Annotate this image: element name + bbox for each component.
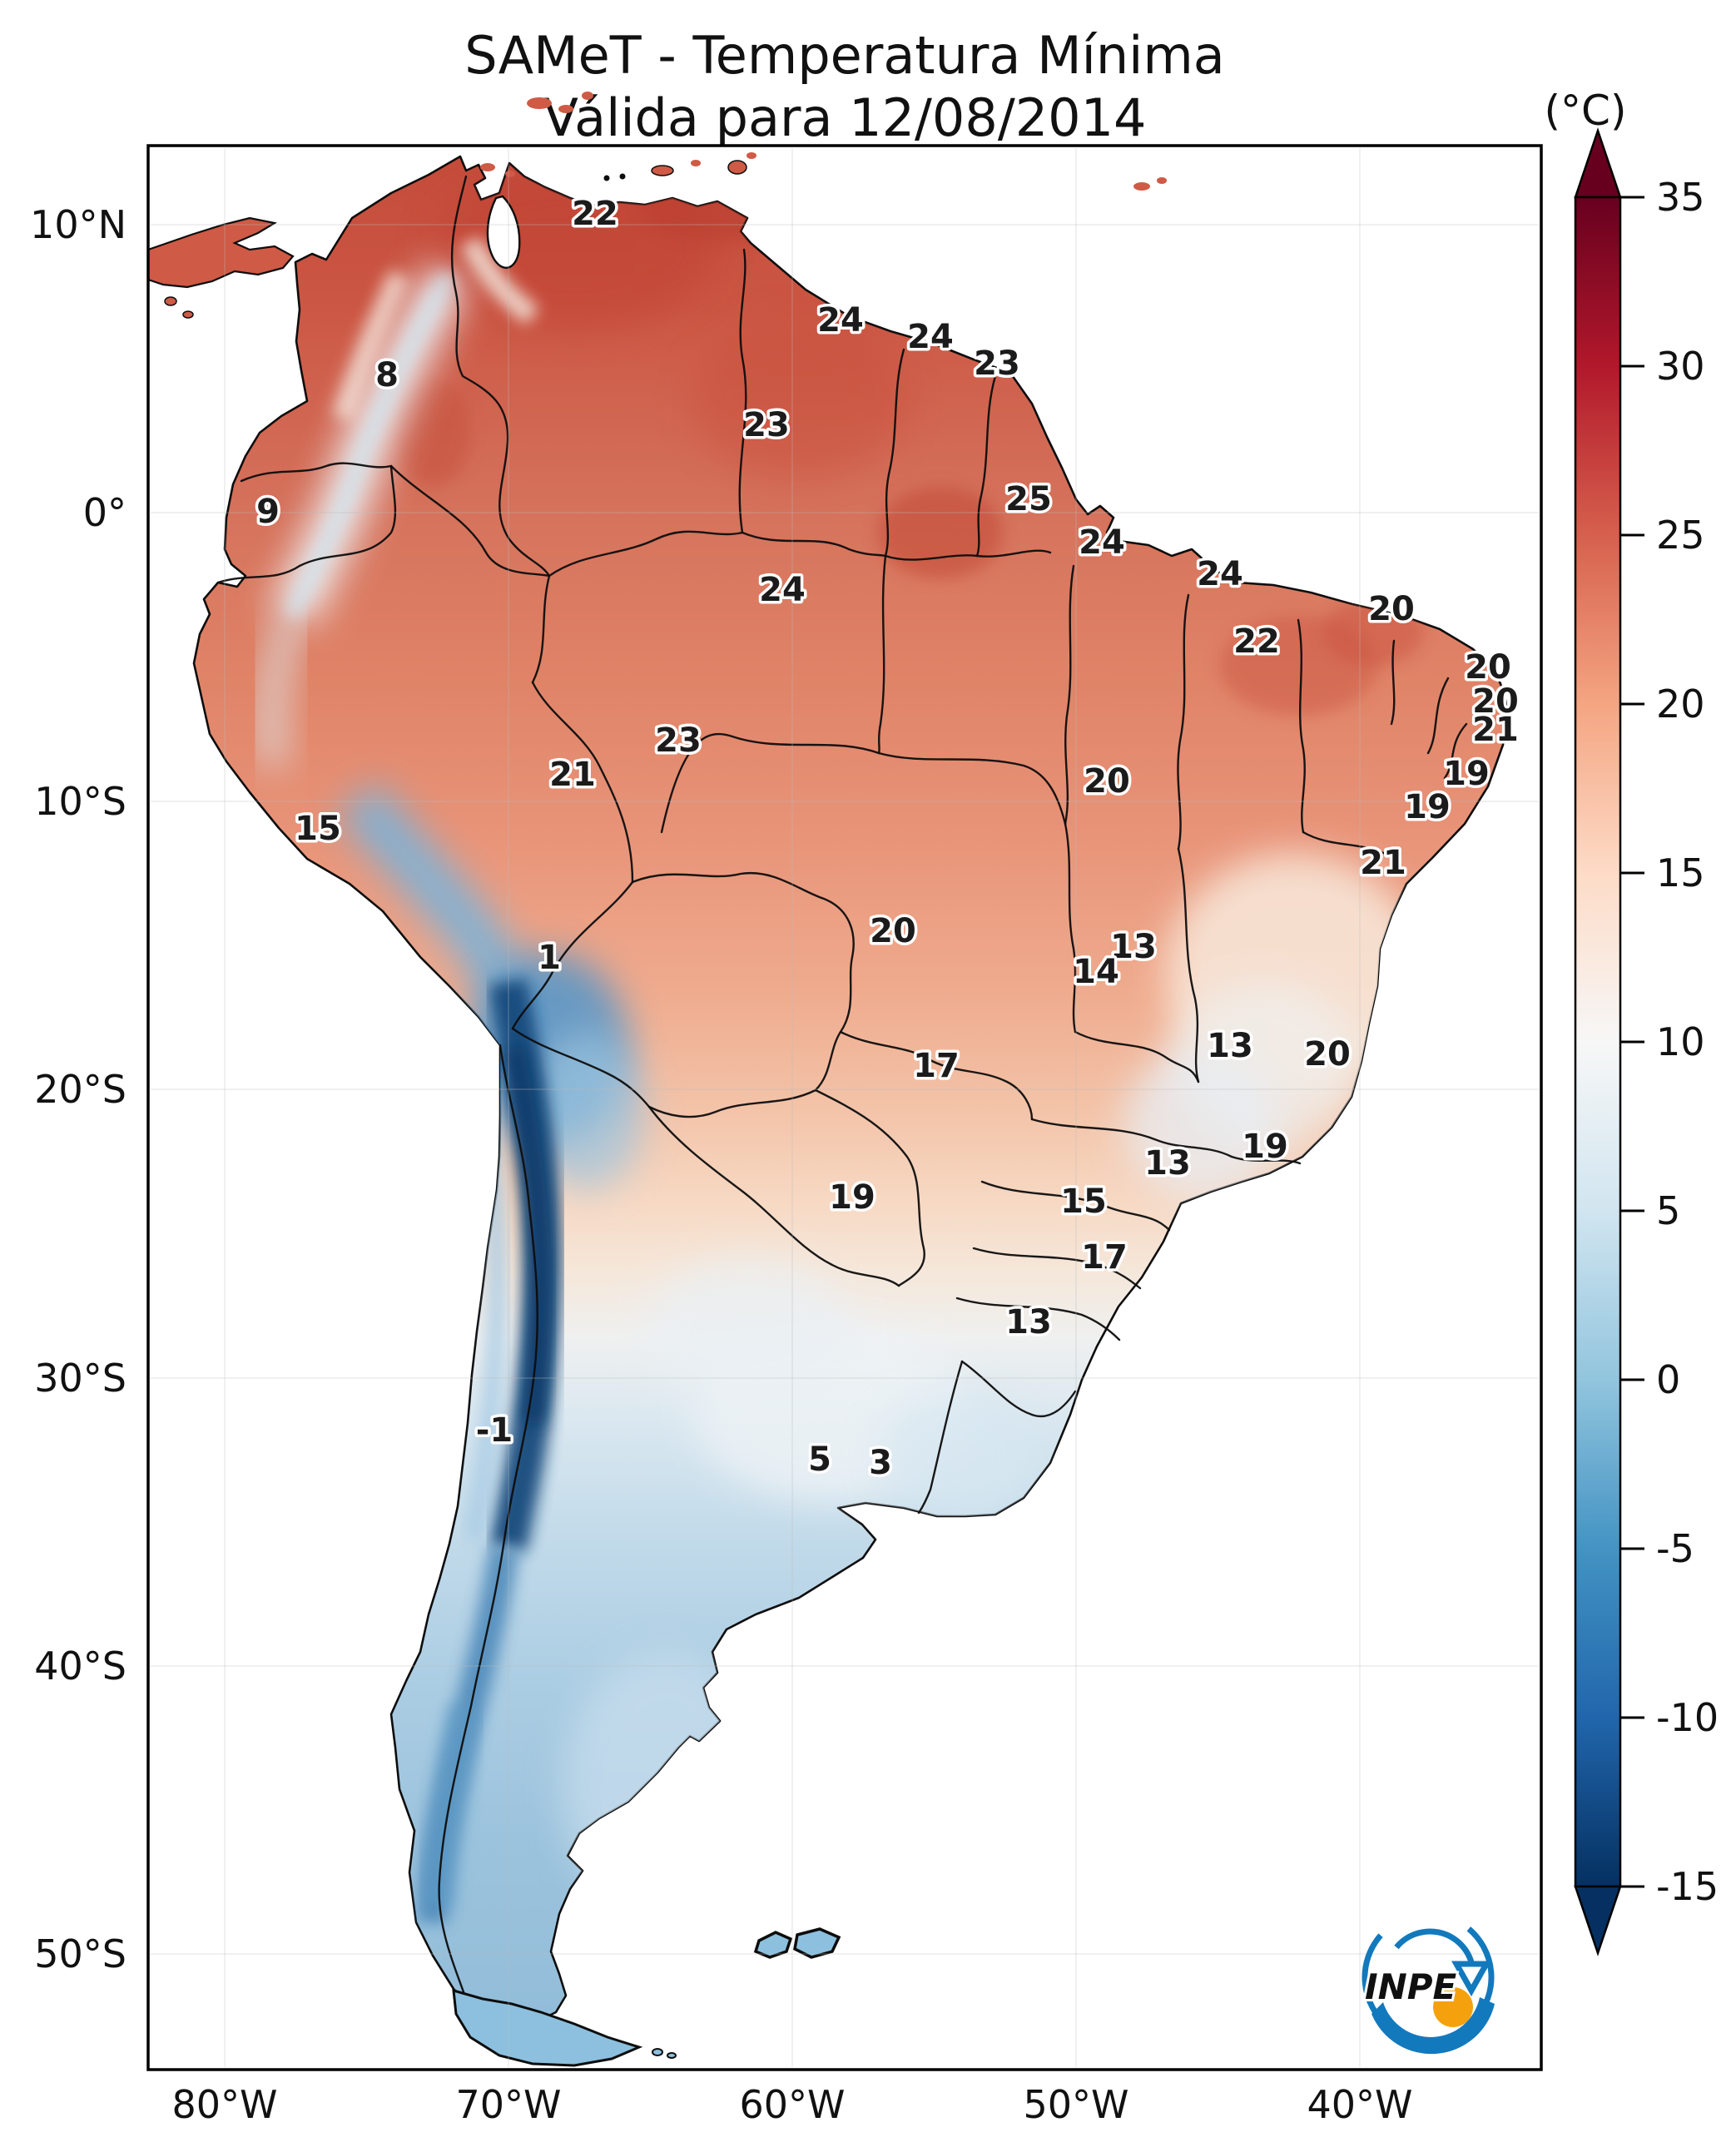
title-line2: Válida para 12/08/2014	[543, 87, 1147, 148]
lon-tick-label: 40°W	[1307, 2082, 1412, 2127]
temp-value-label: 13	[1005, 1303, 1052, 1341]
inpe-logo: INPE	[1362, 1911, 1495, 2055]
lon-tick-label: 60°W	[739, 2082, 845, 2127]
temp-value-label: 20	[870, 912, 916, 950]
colorbar-tick-label: -15	[1656, 1864, 1719, 1909]
temp-value-label: 8	[375, 356, 399, 394]
falkland-west	[753, 1931, 793, 1959]
lat-tick-label: 20°S	[34, 1067, 126, 1112]
lat-tick-label: 10°N	[30, 202, 126, 247]
colorbar-extend-min	[1574, 1885, 1622, 1956]
temp-value-label: 22	[1233, 622, 1280, 661]
islands	[146, 92, 1167, 2067]
colorbar-tick-label: 10	[1656, 1019, 1705, 1064]
temp-value-label: 23	[655, 721, 702, 760]
logo-orange-dot	[1433, 1987, 1473, 2027]
temp-value-label: 21	[549, 756, 596, 794]
temp-value-label: 20	[1304, 1035, 1351, 1074]
temp-value-label: 23	[743, 406, 790, 444]
temp-value-label: 24	[1079, 523, 1125, 562]
country-state-borders	[216, 175, 1468, 2020]
colorbar-tick-label: 35	[1656, 175, 1705, 220]
temp-value-label: 19	[1404, 788, 1451, 826]
temperature-field-overlays	[259, 166, 1423, 1926]
logo-arrowhead	[1451, 1961, 1491, 1997]
temp-value-label: 20	[1472, 682, 1519, 721]
colorbar-tick-label: 30	[1656, 344, 1705, 389]
temp-value-label: 17	[913, 1047, 960, 1085]
falkland-east	[793, 1927, 841, 1959]
colorbar-tick-label: 20	[1656, 682, 1705, 726]
temp-value-label: 15	[295, 810, 341, 848]
temp-value-label: 9	[256, 493, 280, 531]
graticule	[151, 148, 1539, 2067]
temp-value-label: 20	[1084, 762, 1130, 801]
lat-tick-label: 40°S	[34, 1644, 126, 1688]
temp-value-label: 22	[572, 195, 618, 233]
temp-value-label: 19	[1443, 755, 1490, 793]
colorbar-unit: (°C)	[1545, 87, 1627, 135]
colorbar-bar	[1574, 196, 1622, 1888]
latitude-axis: 10°N 0° 10°S 20°S 30°S 40°S 50°S	[30, 202, 126, 1976]
temp-value-label: 5	[808, 1440, 831, 1479]
temp-value-label: 3	[869, 1444, 892, 1482]
temp-value-label: 24	[817, 301, 864, 340]
lon-tick-label: 80°W	[171, 2082, 277, 2127]
colorbar-tick-label: 5	[1656, 1188, 1680, 1233]
lat-tick-label: 0°	[83, 490, 126, 535]
colorbar-ticks: 35 30 25 20 15 10 5 0 -5 -10 -15	[1620, 175, 1719, 1909]
lat-tick-label: 50°S	[34, 1931, 126, 1976]
colorbar-tick-label: 15	[1656, 850, 1705, 895]
temp-value-label: 24	[1197, 555, 1243, 593]
temp-value-label: 20	[1368, 590, 1415, 628]
lon-tick-label: 70°W	[455, 2082, 561, 2127]
temp-value-label: 21	[1472, 711, 1519, 749]
temp-value-label: 17	[1081, 1238, 1128, 1277]
lake-maracaibo	[486, 195, 521, 269]
temp-value-label: 13	[1207, 1027, 1253, 1065]
lat-tick-label: 10°S	[34, 779, 126, 824]
temp-value-label: 13	[1110, 928, 1157, 966]
temp-value-label: 1	[538, 939, 561, 977]
colorbar-tick-label: 25	[1656, 513, 1705, 558]
temp-value-label: 23	[974, 345, 1020, 383]
logo-text: INPE	[1365, 1966, 1457, 2007]
temp-value-label: 13	[1144, 1144, 1191, 1183]
temp-value-label: 19	[829, 1178, 875, 1217]
colorbar: (°C) 35 30 25 20 15 10 5 0 -5 -10 -15	[1545, 87, 1719, 1956]
logo-inner-arc	[1394, 1928, 1475, 1964]
colorbar-extend-max	[1574, 127, 1622, 199]
tierra-del-fuego	[452, 1988, 643, 2067]
temp-value-label: 24	[759, 571, 806, 609]
colorbar-tick-label: -10	[1656, 1695, 1719, 1740]
temp-value-label: 14	[1073, 953, 1119, 991]
temp-value-label: 21	[1360, 844, 1406, 882]
temp-value-label: 25	[1005, 480, 1052, 518]
temp-value-label: -1	[476, 1411, 513, 1450]
lat-tick-label: 30°S	[34, 1356, 126, 1401]
map-frame	[146, 144, 1543, 2071]
longitude-axis: 80°W 70°W 60°W 50°W 40°W	[171, 2082, 1412, 2127]
temp-value-label: 20	[1465, 648, 1511, 687]
temp-value-label: 19	[1242, 1128, 1288, 1166]
title-line1: SAMeT - Temperatura Mínima	[464, 25, 1225, 86]
temp-value-label: 15	[1060, 1183, 1107, 1221]
map-area	[146, 92, 1543, 2071]
logo-swoosh	[1371, 1997, 1495, 2055]
colorbar-tick-label: -5	[1656, 1526, 1694, 1571]
colorbar-tick-label: 0	[1656, 1357, 1680, 1402]
temp-value-label: 24	[907, 318, 954, 356]
lon-tick-label: 50°W	[1023, 2082, 1128, 2127]
panama-strip	[146, 216, 295, 289]
